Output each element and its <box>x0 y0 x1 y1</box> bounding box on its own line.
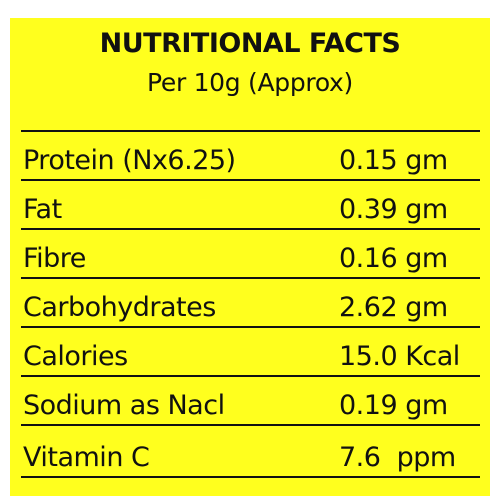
facts-table: Protein (Nx6.25) 0.15 gm Fat 0.39 gm Fib… <box>21 130 480 478</box>
nutrient-amount: 2.62 gm <box>339 292 448 323</box>
nutrient-amount: 0.39 gm <box>339 194 448 225</box>
table-row: Fat 0.39 gm <box>21 181 480 230</box>
panel-subtitle: Per 10g (Approx) <box>146 68 353 97</box>
nutrient-label: Sodium as Nacl <box>23 390 225 421</box>
nutrient-amount: 15.0 Kcal <box>339 341 460 372</box>
nutrient-label: Vitamin C <box>23 442 150 473</box>
nutrient-label: Fat <box>23 194 62 225</box>
nutrient-amount: 0.16 gm <box>339 243 448 274</box>
nutrient-amount: 7.6 ppm <box>339 442 456 473</box>
nutrient-amount: 0.19 gm <box>339 390 448 421</box>
table-row: Fibre 0.16 gm <box>21 230 480 279</box>
table-row: Vitamin C 7.6 ppm <box>21 426 480 478</box>
nutrition-facts-panel: NUTRITIONAL FACTS Per 10g (Approx) Prote… <box>10 18 490 496</box>
nutrient-label: Protein (Nx6.25) <box>23 145 236 176</box>
table-row: Calories 15.0 Kcal <box>21 328 480 377</box>
table-row: Protein (Nx6.25) 0.15 gm <box>21 132 480 181</box>
nutrient-label: Carbohydrates <box>23 292 216 323</box>
nutrient-label: Calories <box>23 341 128 372</box>
table-row: Sodium as Nacl 0.19 gm <box>21 377 480 426</box>
nutrient-amount: 0.15 gm <box>339 145 448 176</box>
nutrient-label: Fibre <box>23 243 86 274</box>
panel-title: NUTRITIONAL FACTS <box>99 28 401 59</box>
table-row: Carbohydrates 2.62 gm <box>21 279 480 328</box>
